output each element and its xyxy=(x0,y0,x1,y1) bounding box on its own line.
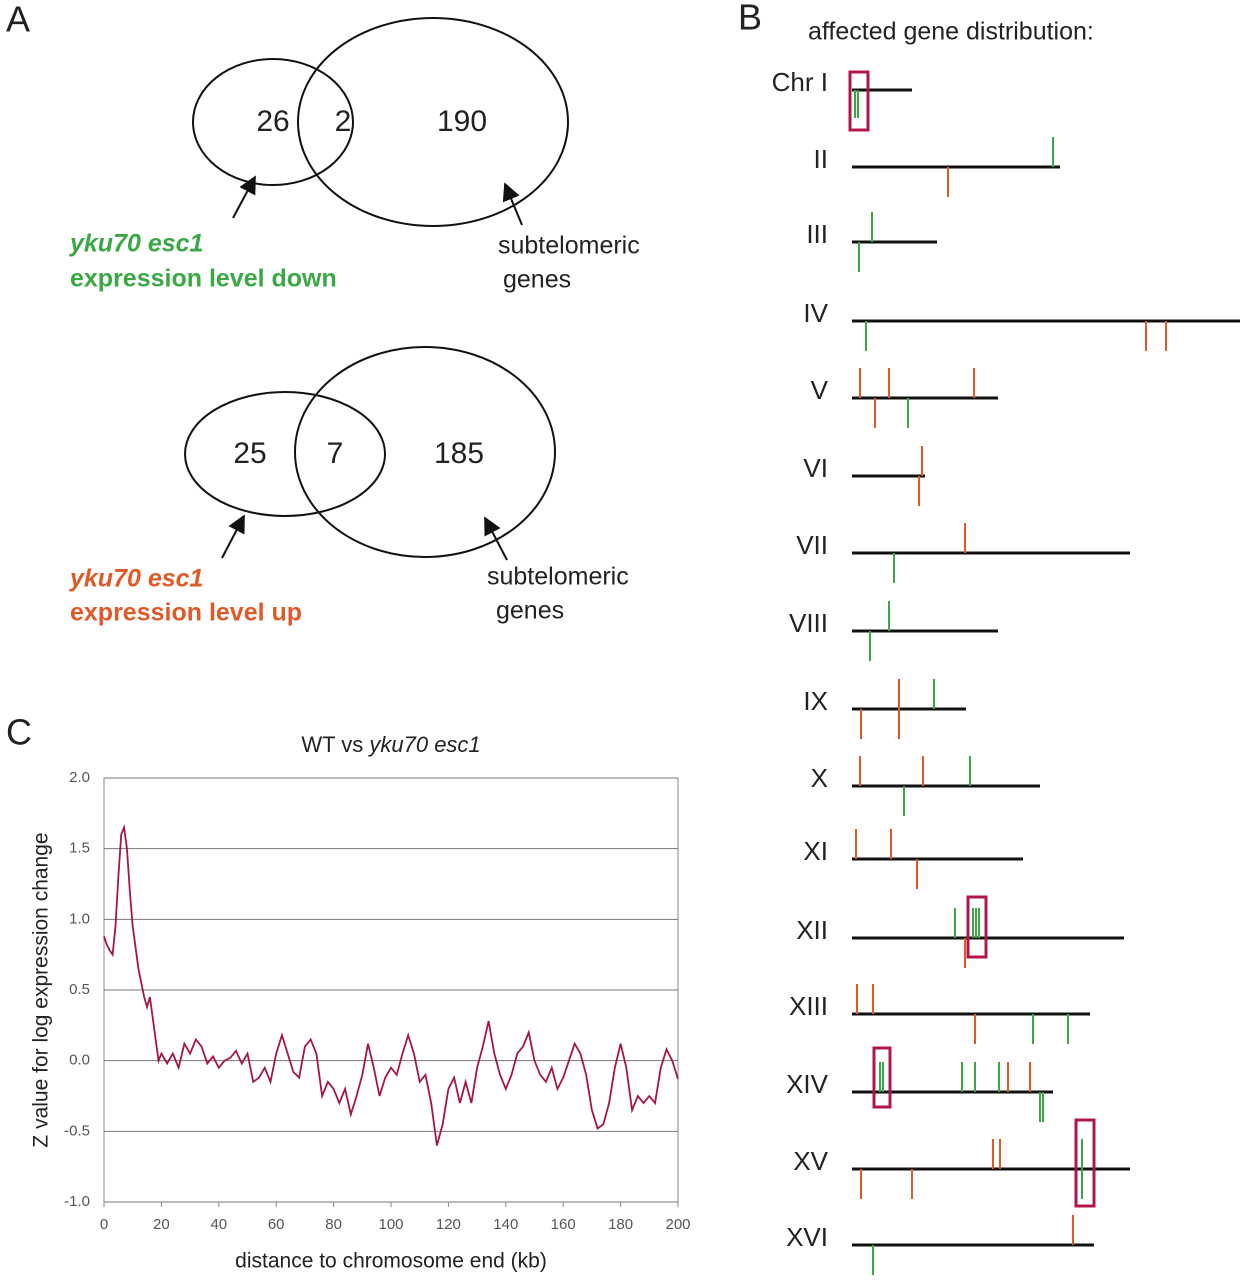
x-tick-label: 0 xyxy=(100,1216,108,1233)
chromosome-label: II xyxy=(814,144,828,174)
x-tick-label: 140 xyxy=(493,1216,518,1233)
y-tick-label: 0.0 xyxy=(69,1052,90,1069)
chromosome-label: XIII xyxy=(789,991,828,1021)
venn-circle xyxy=(184,391,386,517)
highlight-box xyxy=(1074,1118,1096,1208)
highlight-box xyxy=(848,70,870,132)
panel-letter: C xyxy=(6,712,32,753)
y-tick-label: -1.0 xyxy=(64,1193,90,1210)
venn-circle xyxy=(297,17,569,227)
chromosome-label: V xyxy=(811,375,829,405)
x-tick-label: 200 xyxy=(665,1216,690,1233)
chromosome-label: XVI xyxy=(786,1222,828,1252)
y-tick-label: 1.0 xyxy=(69,910,90,927)
chromosome-label: IV xyxy=(803,298,828,328)
chromosome-label: XI xyxy=(803,836,828,866)
x-tick-label: 180 xyxy=(608,1216,633,1233)
panel-letter: B xyxy=(738,0,762,38)
x-tick-label: 20 xyxy=(153,1216,170,1233)
label: subtelomeric xyxy=(498,232,640,260)
y-axis-label: Z value for log expression change xyxy=(30,832,53,1147)
chromosome-label: X xyxy=(811,763,828,793)
venn-circle xyxy=(192,58,354,186)
arrow xyxy=(484,516,508,561)
x-tick-label: 100 xyxy=(378,1216,403,1233)
chromosome-label: XV xyxy=(793,1146,828,1176)
chromosome-label: VII xyxy=(796,530,828,560)
y-tick-label: 1.5 xyxy=(69,840,90,857)
venn-count: 25 xyxy=(233,437,266,470)
title-text: WT vs xyxy=(301,732,363,757)
chromosome-label: VIII xyxy=(789,608,828,638)
x-tick-label: 60 xyxy=(268,1216,285,1233)
venn-count: 185 xyxy=(434,437,484,470)
label: genes xyxy=(496,597,564,625)
x-tick-label: 120 xyxy=(436,1216,461,1233)
label: subtelomeric xyxy=(487,563,629,591)
venn-count: 7 xyxy=(327,437,344,470)
x-tick-label: 80 xyxy=(325,1216,342,1233)
venn-count: 2 xyxy=(335,105,352,138)
label: yku70 esc1 xyxy=(68,565,203,593)
y-tick-label: 2.0 xyxy=(69,769,90,786)
label: expression level up xyxy=(70,599,302,627)
label: yku70 esc1 xyxy=(68,230,203,258)
title-text: yku70 esc1 xyxy=(367,732,480,757)
panel-letter: A xyxy=(6,0,30,40)
chromosome-label: XIV xyxy=(786,1069,829,1099)
arrow xyxy=(221,514,245,559)
y-tick-label: 0.5 xyxy=(69,981,90,998)
highlight-box xyxy=(872,1046,892,1109)
chromosome-label: IX xyxy=(803,686,828,716)
data-line xyxy=(103,824,679,1146)
chart-title: WT vs yku70 esc1 xyxy=(301,732,480,757)
x-tick-label: 40 xyxy=(210,1216,227,1233)
chromosome-label: III xyxy=(806,219,828,249)
chromosome-label: XII xyxy=(796,915,828,945)
venn-count: 190 xyxy=(437,105,487,138)
y-tick-label: -0.5 xyxy=(64,1122,90,1139)
venn-circle xyxy=(294,346,556,558)
venn-count: 26 xyxy=(256,105,289,138)
arrow xyxy=(502,182,523,226)
chromosome-label: VI xyxy=(803,453,828,483)
x-tick-label: 160 xyxy=(551,1216,576,1233)
highlight-box xyxy=(966,895,988,959)
arrow xyxy=(232,175,256,219)
label: genes xyxy=(503,266,571,294)
x-axis-label: distance to chromosome end (kb) xyxy=(235,1250,547,1273)
panel-title: affected gene distribution: xyxy=(808,18,1094,46)
label: expression level down xyxy=(70,265,337,293)
chromosome-label: Chr I xyxy=(772,67,828,97)
